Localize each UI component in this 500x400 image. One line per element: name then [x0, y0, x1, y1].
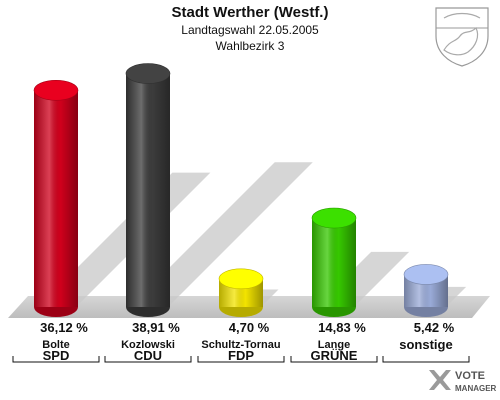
value-label-sonstige: 5,42 % [414, 320, 455, 335]
chart-subtitle-district: Wahlbezirk 3 [216, 39, 285, 53]
logo-text-vote: VOTE [455, 370, 485, 382]
bar-fdp [218, 268, 264, 317]
value-label-cdu: 38,91 % [132, 320, 180, 335]
label-bracket-fdp [197, 356, 285, 363]
value-label-grne: 14,83 % [318, 320, 366, 335]
bar-grne [311, 207, 357, 317]
label-bracket-cdu [104, 356, 192, 363]
chart-title: Stadt Werther (Westf.) [172, 4, 329, 21]
value-label-fdp: 4,70 % [229, 320, 270, 335]
party-label-cdu: CDU [134, 348, 162, 363]
chart-subtitle: Landtagswahl 22.05.2005 [181, 23, 319, 37]
vote-manager-logo: VOTE MANAGER [429, 370, 497, 393]
party-label-sonstige: sonstige [399, 337, 452, 352]
bar-spd [33, 79, 79, 317]
logo-text-manager: MANAGER [455, 384, 497, 393]
label-bracket-sonstige [382, 356, 470, 363]
party-label-fdp: FDP [228, 348, 254, 363]
coat-of-arms-icon [435, 7, 489, 67]
bar-cdu [125, 63, 171, 317]
bar-shadow-cdu [130, 162, 313, 307]
candidate-label-spd: Bolte [42, 339, 70, 351]
label-bracket-spd [12, 356, 100, 363]
value-label-spd: 36,12 % [40, 320, 88, 335]
candidate-label-fdp: Schultz-Tornau [201, 339, 280, 351]
bar-sonstige [403, 264, 449, 317]
candidate-label-cdu: Kozlowski [121, 339, 175, 351]
party-label-spd: SPD [43, 348, 70, 363]
label-bracket-grne [290, 356, 378, 363]
candidate-label-grne: Lange [318, 339, 350, 351]
party-label-grne: GRÜNE [311, 348, 358, 363]
